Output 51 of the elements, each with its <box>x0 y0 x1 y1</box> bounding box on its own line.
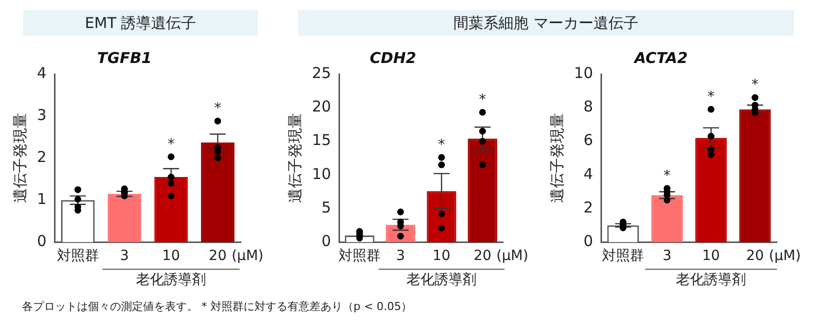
chart-subtitle: EMT 誘導遺伝子 <box>23 10 258 36</box>
y-tick-label: 3 <box>36 106 47 124</box>
x-tick-label: 3 <box>396 248 406 264</box>
x-axis-title: 老化誘導剤 <box>676 272 746 288</box>
x-tick-label: 対照群 <box>338 248 381 264</box>
text: (μM) <box>768 248 801 264</box>
x-tick-label: 対照群 <box>602 248 644 264</box>
y-tick-label: 15 <box>312 131 332 150</box>
y-tick-label: 6 <box>584 131 594 150</box>
y-tick-label: 5 <box>322 198 332 216</box>
y-tick-label: 4 <box>584 164 594 183</box>
y-tick-label: 25 <box>312 64 332 82</box>
text: 間葉系細胞 マーカー遺伝子 <box>298 10 794 36</box>
x-axis-title: 老化誘導剤 <box>406 272 477 288</box>
y-tick-label: 10 <box>312 164 332 183</box>
y-tick-label: 20 <box>312 98 332 116</box>
y-axis-title: 遺伝子発現量 <box>548 113 566 204</box>
y-tick-label: 0 <box>36 232 47 250</box>
y-tick-label: 8 <box>584 98 594 116</box>
text: (μM) <box>496 248 528 264</box>
chart-title: CDH2 <box>370 48 416 67</box>
y-axis-title: 遺伝子発現量 <box>10 113 29 204</box>
x-tick-label: 3 <box>662 248 672 264</box>
text: (μM) <box>232 248 264 264</box>
y-tick-label: 0 <box>322 232 332 250</box>
annotation: * <box>214 100 222 117</box>
annotation: * <box>168 136 175 152</box>
annotation: * <box>664 168 671 184</box>
x-axis-title: 老化誘導剤 <box>136 272 206 288</box>
x-tick-label: 20 <box>208 248 227 264</box>
annotation: * <box>752 77 759 94</box>
y-tick-label: 1 <box>36 190 47 208</box>
y-axis-title: 遺伝子発現量 <box>286 113 304 204</box>
x-tick-label: 10 <box>162 248 180 264</box>
annotation: * <box>708 88 715 105</box>
x-tick-label: 10 <box>702 248 720 264</box>
x-tick-label: 10 <box>432 248 450 264</box>
y-tick-label: 2 <box>584 198 594 216</box>
x-tick-label: 3 <box>120 248 129 264</box>
x-tick-label: 20 <box>746 248 764 264</box>
y-tick-label: 4 <box>36 64 47 82</box>
y-tick-label: 2 <box>36 148 47 166</box>
y-tick-label: 0 <box>584 232 594 250</box>
chart-title: TGFB1 <box>97 48 152 67</box>
y-tick-label: 10 <box>574 64 594 82</box>
x-tick-label: 20 <box>474 248 492 264</box>
text: 各プロットは個々の測定値を表す。 * 対照群に対する有意差あり（p < 0.05） <box>22 299 412 314</box>
annotation: * <box>438 137 446 154</box>
annotation: * <box>479 92 486 108</box>
x-tick-label: 対照群 <box>56 248 99 264</box>
chart-title: ACTA2 <box>633 48 688 67</box>
